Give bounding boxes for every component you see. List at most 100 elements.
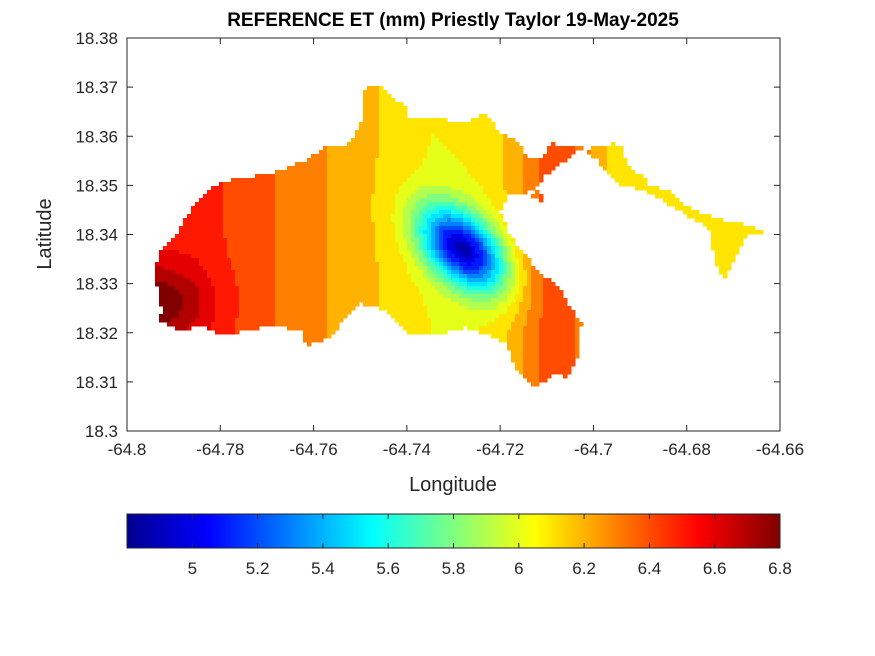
et-cell [619, 174, 624, 179]
et-cell [267, 262, 272, 267]
et-cell [547, 286, 552, 291]
et-cell [503, 258, 508, 263]
et-cell [391, 238, 396, 243]
et-cell [339, 214, 344, 219]
et-cell [611, 154, 616, 159]
et-cell [371, 234, 376, 239]
et-cell [303, 174, 308, 179]
et-cell [491, 122, 496, 127]
et-cell [539, 326, 544, 331]
et-cell [227, 186, 232, 191]
et-cell [263, 286, 268, 291]
et-cell [315, 286, 320, 291]
et-cell [307, 302, 312, 307]
et-cell [447, 242, 452, 247]
et-cell [327, 226, 332, 231]
et-cell [731, 222, 736, 227]
et-cell [195, 290, 200, 295]
et-cell [515, 266, 520, 271]
et-cell [387, 202, 392, 207]
et-cell [287, 254, 292, 259]
et-cell [287, 310, 292, 315]
et-cell [295, 254, 300, 259]
et-cell [343, 206, 348, 211]
et-cell [387, 154, 392, 159]
et-cell [551, 302, 556, 307]
et-cell [495, 230, 500, 235]
et-cell [427, 218, 432, 223]
et-cell [223, 310, 228, 315]
et-cell [491, 178, 496, 183]
et-cell [359, 234, 364, 239]
et-cell [375, 170, 380, 175]
et-cell [483, 190, 488, 195]
et-cell [431, 218, 436, 223]
et-cell [379, 186, 384, 191]
et-cell [191, 222, 196, 227]
et-cell [371, 150, 376, 155]
et-cell [395, 134, 400, 139]
et-cell [519, 362, 524, 367]
et-cell [179, 302, 184, 307]
et-cell [339, 158, 344, 163]
et-cell [275, 254, 280, 259]
et-cell [311, 234, 316, 239]
et-cell [439, 210, 444, 215]
et-cell [275, 194, 280, 199]
et-cell [459, 322, 464, 327]
et-cell [619, 178, 624, 183]
et-cell [391, 106, 396, 111]
et-cell [231, 242, 236, 247]
et-cell [475, 210, 480, 215]
et-cell [287, 322, 292, 327]
et-cell [559, 342, 564, 347]
et-cell [427, 262, 432, 267]
et-cell [255, 250, 260, 255]
et-cell [347, 202, 352, 207]
et-cell [339, 246, 344, 251]
et-cell [359, 242, 364, 247]
et-cell [327, 270, 332, 275]
et-cell [163, 278, 168, 283]
et-cell [235, 246, 240, 251]
et-cell [363, 106, 368, 111]
et-cell [387, 238, 392, 243]
et-cell [203, 238, 208, 243]
et-cell [503, 158, 508, 163]
x-tick-label: -64.8 [108, 440, 147, 459]
et-cell [567, 146, 572, 151]
et-cell [667, 190, 672, 195]
et-cell [479, 298, 484, 303]
et-cell [555, 346, 560, 351]
et-cell [531, 378, 536, 383]
et-cell [351, 234, 356, 239]
et-cell [355, 162, 360, 167]
et-cell [279, 290, 284, 295]
et-cell [335, 294, 340, 299]
et-cell [463, 126, 468, 131]
et-cell [383, 226, 388, 231]
et-cell [203, 226, 208, 231]
et-cell [511, 294, 516, 299]
et-cell [559, 326, 564, 331]
et-cell [491, 290, 496, 295]
et-cell [191, 274, 196, 279]
et-cell [571, 314, 576, 319]
et-cell [211, 270, 216, 275]
et-cell [255, 322, 260, 327]
et-cell [235, 330, 240, 335]
et-cell [351, 178, 356, 183]
et-cell [375, 118, 380, 123]
et-cell [387, 174, 392, 179]
et-cell [447, 218, 452, 223]
et-cell [271, 258, 276, 263]
et-cell [255, 278, 260, 283]
et-cell [463, 174, 468, 179]
et-cell [563, 154, 568, 159]
et-cell [443, 254, 448, 259]
et-cell [735, 246, 740, 251]
et-cell [543, 166, 548, 171]
et-cell [435, 298, 440, 303]
et-cell [331, 174, 336, 179]
et-cell [547, 162, 552, 167]
